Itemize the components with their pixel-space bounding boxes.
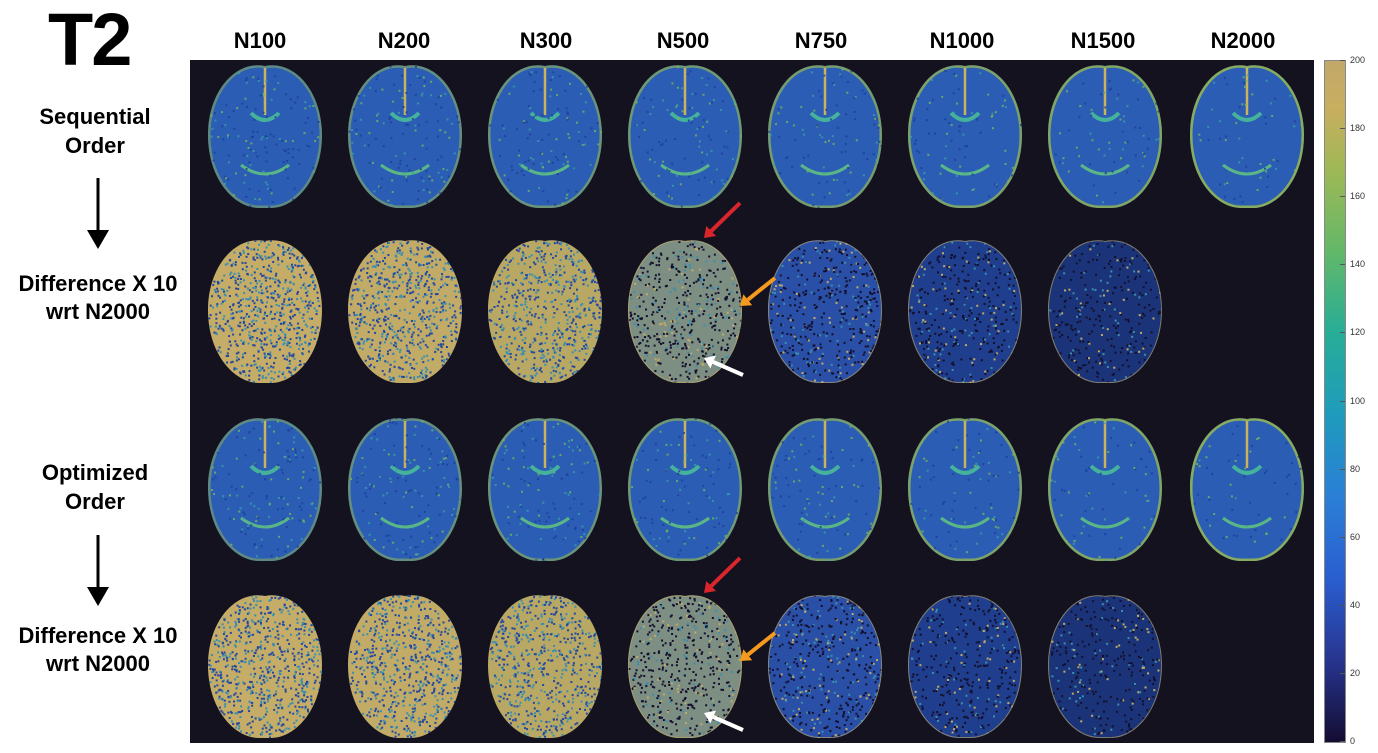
- brain-map-grid: [208, 65, 1304, 738]
- t2-map: [908, 418, 1022, 561]
- t2-map: [208, 65, 322, 209]
- t2-map: [208, 418, 322, 561]
- t2-map: [1048, 418, 1162, 561]
- row-label-difference-2-line2: wrt N2000: [46, 651, 150, 676]
- column-header-n1500: N1500: [1070, 28, 1136, 53]
- white-arrow-icon: [704, 355, 744, 377]
- colorbar-tick-label: 80: [1350, 463, 1361, 474]
- colorbar-tick-label: 120: [1350, 327, 1366, 338]
- column-header-n1000: N1000: [929, 28, 995, 53]
- t2-map: [1048, 65, 1162, 209]
- column-header-n500: N500: [656, 28, 710, 53]
- colorbar-tick-mark: [1340, 128, 1345, 130]
- white-arrow-icon: [704, 710, 744, 732]
- difference-map: [908, 595, 1022, 738]
- t2-map: [908, 65, 1022, 209]
- colorbar-tick-label: 200: [1350, 55, 1366, 65]
- difference-map: [628, 240, 742, 383]
- colorbar-tick-label: 60: [1350, 531, 1361, 542]
- colorbar-tick-mark: [1340, 741, 1345, 742]
- colorbar-tick-mark: [1340, 604, 1345, 606]
- t2-map: [1190, 65, 1304, 209]
- colorbar-tick-mark: [1340, 672, 1345, 674]
- difference-map: [768, 240, 882, 383]
- column-header-n200: N200: [377, 28, 431, 53]
- t2-map: [1190, 418, 1304, 561]
- red-arrow-icon: [704, 556, 742, 593]
- column-header-n2000: N2000: [1210, 28, 1276, 53]
- colorbar-tick-label: 140: [1350, 259, 1366, 270]
- t2-map: [768, 418, 882, 561]
- colorbar-tick-label: 20: [1350, 667, 1361, 678]
- difference-map: [1048, 240, 1162, 383]
- down-arrow-icon: [87, 535, 109, 606]
- colorbar-tick-label: 100: [1350, 395, 1366, 406]
- t2-map: [348, 418, 462, 561]
- t2-map: [768, 65, 882, 209]
- difference-map: [488, 240, 602, 383]
- row-label-difference-1-line1: Difference X 10: [18, 271, 178, 296]
- difference-map: [208, 595, 322, 738]
- image-grid-panel: [190, 60, 1314, 743]
- colorbar-tick-label: 0: [1350, 736, 1356, 746]
- column-header-n750: N750: [794, 28, 848, 53]
- colorbar-tick-mark: [1340, 196, 1345, 198]
- orange-arrow-icon: [740, 631, 777, 661]
- colorbar: [1324, 60, 1346, 743]
- figure-title: T2: [48, 0, 132, 81]
- row-label-difference-2-line1: Difference X 10: [18, 623, 178, 648]
- difference-map: [348, 240, 462, 383]
- orange-arrow-icon: [740, 276, 777, 306]
- difference-map: [1048, 595, 1162, 738]
- colorbar-tick-label: 160: [1350, 191, 1366, 202]
- down-arrow-icon: [87, 178, 109, 249]
- t2-map: [628, 418, 742, 561]
- colorbar-tick-mark: [1340, 400, 1345, 402]
- colorbar-tick-label: 40: [1350, 599, 1361, 610]
- row-label-sequential: Sequential Order: [39, 104, 151, 158]
- red-arrow-icon: [704, 201, 742, 238]
- row-label-difference-1-line2: wrt N2000: [46, 299, 150, 324]
- t2-map: [628, 65, 742, 209]
- difference-map: [768, 595, 882, 738]
- t2-map: [348, 65, 462, 209]
- difference-map: [628, 595, 742, 738]
- difference-map: [208, 240, 322, 383]
- column-header-n300: N300: [519, 28, 573, 53]
- t2-map: [488, 65, 602, 209]
- difference-map: [908, 240, 1022, 383]
- difference-map: [348, 595, 462, 738]
- colorbar-tick-mark: [1340, 536, 1345, 538]
- colorbar-tick-mark: [1340, 60, 1345, 61]
- t2-map: [488, 418, 602, 561]
- row-label-optimized: Optimized Order: [41, 460, 149, 514]
- column-header-n100: N100: [233, 28, 287, 53]
- colorbar-tick-label: 180: [1350, 123, 1366, 134]
- colorbar-tick-mark: [1340, 332, 1345, 334]
- colorbar-tick-mark: [1340, 264, 1345, 266]
- difference-map: [488, 595, 602, 738]
- colorbar-tick-mark: [1340, 468, 1345, 470]
